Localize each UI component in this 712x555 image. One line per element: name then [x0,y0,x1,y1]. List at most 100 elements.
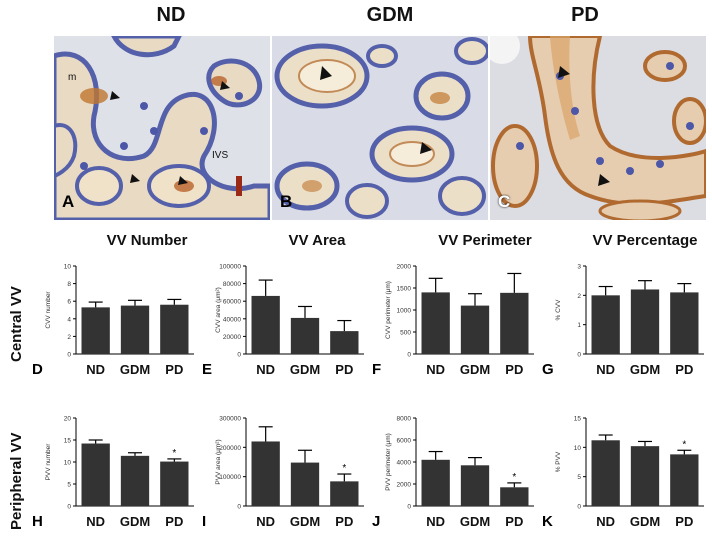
y-tick-label: 15 [64,438,72,445]
y-tick-label: 3 [577,264,581,271]
y-tick-label: 8000 [397,416,412,423]
bar-nd [591,440,620,506]
panel-label: G [542,361,554,378]
y-tick-label: 10 [64,264,72,271]
y-tick-label: 40000 [223,316,241,323]
y-tick-label: 1 [577,322,581,329]
category-label: ND [256,362,275,377]
micrograph-nd: m IVS A [54,36,270,220]
y-tick-label: 2000 [397,264,412,271]
y-tick-label: 8 [67,281,71,288]
row-label-central: Central VV [8,286,25,362]
category-label: PD [675,362,693,377]
category-label: PD [505,362,523,377]
y-tick-label: 80000 [223,281,241,288]
y-tick-label: 100000 [219,264,241,271]
column-title-pd: PD [571,4,599,26]
y-tick-label: 0 [407,352,411,359]
arrowhead-icon [420,142,432,154]
significance-marker: * [172,448,176,459]
chart-h: 0 5 10 15 20 PVV number ND GDM * PD H [30,410,200,550]
arrowhead-icon [178,176,188,185]
bar-nd [421,459,450,506]
category-label: ND [86,514,105,529]
chart-d: 0 2 4 6 8 10 CVV number ND GDM PD D [30,258,200,398]
bar-gdm [630,446,660,506]
y-tick-label: 5 [67,482,71,489]
y-axis-label: % PVV [555,451,562,472]
panel-label: I [202,513,206,530]
category-label: GDM [120,362,150,377]
bar-pd [670,454,699,506]
y-tick-label: 500 [400,330,411,337]
category-label: GDM [120,514,150,529]
y-tick-label: 2 [67,334,71,341]
row-label-peripheral: Peripheral VV [8,432,25,530]
y-tick-label: 1000 [397,308,412,315]
significance-marker: * [512,472,516,483]
y-tick-label: 15 [574,416,582,423]
category-label: ND [426,514,445,529]
category-label: ND [596,362,615,377]
y-tick-label: 10 [574,445,582,452]
metric-title-number: VV Number [106,232,188,249]
y-tick-label: 6 [67,299,71,306]
significance-marker: * [682,439,686,450]
category-label: ND [426,362,445,377]
panel-label: H [32,513,43,530]
arrowhead-icon [130,174,140,183]
bar-nd [421,292,450,354]
y-tick-label: 5 [577,474,581,481]
chart-k: 0 5 10 15 % PVV ND GDM * PD K [540,410,710,550]
bar-gdm [630,289,660,354]
bar-gdm [290,462,320,506]
y-tick-label: 20 [64,416,72,423]
label-ivs: IVS [212,150,229,161]
category-label: PD [165,514,183,529]
category-label: GDM [290,362,320,377]
arrowhead-icon [220,81,230,90]
y-tick-label: 10 [64,460,72,467]
y-tick-label: 2 [577,293,581,300]
panel-label-a: A [62,192,75,211]
y-tick-label: 60000 [223,299,241,306]
category-label: PD [335,362,353,377]
y-tick-label: 200000 [219,445,241,452]
y-tick-label: 4000 [397,460,412,467]
y-axis-label: CVV area (μm²) [215,287,222,333]
chart-j: 0 2000 4000 6000 8000 PVV perimeter (μm) ND GDM… [370,410,540,550]
y-axis-label: PVV area (μm²) [215,439,222,484]
arrowhead-icon [110,91,120,100]
column-title-gdm: GDM [366,4,414,26]
category-label: GDM [630,362,660,377]
metric-title-percentage: VV Percentage [592,232,698,249]
y-axis-label: CVV perimeter (μm) [385,281,392,339]
label-m: m [68,72,77,83]
y-tick-label: 300000 [219,416,241,423]
category-label: ND [596,514,615,529]
panel-label: F [372,361,381,378]
panel-label: K [542,513,553,530]
arrowhead-icon [320,66,332,80]
y-tick-label: 0 [577,504,581,511]
category-label: PD [335,514,353,529]
y-axis-label: PVV number [45,443,52,481]
bar-nd [251,295,280,354]
chart-g: 0 1 2 3 % CVV ND GDM PD G [540,258,710,398]
y-axis-label: PVV perimeter (μm) [385,433,392,491]
category-label: ND [256,514,275,529]
chart-i: 0 100000 200000 300000 PVV area (μm²) ND GDM * P… [200,410,370,550]
y-tick-label: 4 [67,316,71,323]
bar-nd [251,441,280,506]
category-label: GDM [630,514,660,529]
bar-gdm [460,465,490,506]
bar-nd [591,295,620,354]
significance-marker: * [342,463,346,474]
panel-label-c: C [498,192,511,211]
y-tick-label: 2000 [397,482,412,489]
bar-nd [81,443,110,506]
bar-gdm [290,317,320,354]
category-label: PD [165,362,183,377]
category-label: ND [86,362,105,377]
bar-pd [160,304,189,354]
